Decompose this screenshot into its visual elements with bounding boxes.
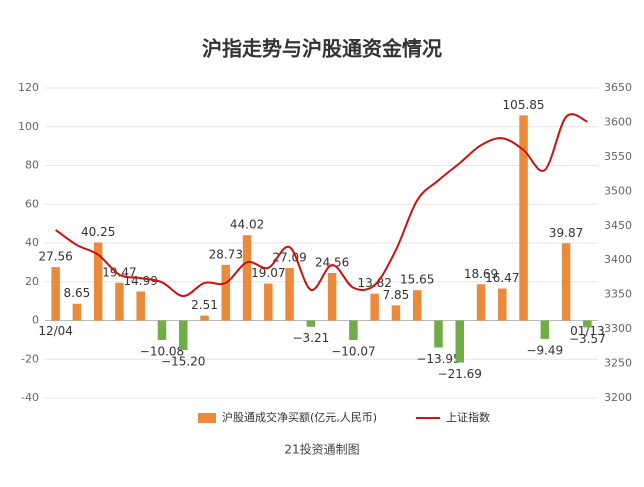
y-tick-label: -40 (21, 391, 39, 404)
data-label: 15.65 (400, 273, 434, 287)
data-label: 13.82 (357, 276, 391, 290)
bar (370, 293, 379, 321)
data-label: −15.20 (161, 354, 205, 368)
bar (540, 320, 550, 339)
data-label: 39.87 (549, 226, 583, 240)
data-label: 105.85 (503, 98, 545, 112)
chart-title: 沪指走势与沪股通资金情况 (202, 37, 442, 61)
source: 21投资通制图 (284, 442, 359, 457)
bar (285, 268, 294, 321)
data-label: −10.08 (140, 345, 184, 359)
data-label: 44.02 (230, 218, 264, 232)
bar (519, 115, 528, 321)
y-tick-label: 0 (32, 314, 39, 327)
bar (51, 267, 60, 321)
data-label: 2.51 (191, 298, 218, 312)
y-tick-label: -20 (21, 352, 39, 365)
bar (221, 264, 231, 321)
bar (157, 320, 167, 341)
y2-tick-label: 3300 (604, 322, 632, 335)
data-label: 19.47 (102, 265, 136, 279)
y-tick-label: 100 (18, 120, 39, 133)
y2-tick-label: 3200 (604, 391, 632, 404)
data-label: 27.56 (38, 250, 72, 264)
data-label: 16.47 (485, 271, 519, 285)
bar (136, 291, 145, 321)
data-label: −3.57 (569, 332, 606, 346)
data-label: 18.69 (464, 267, 498, 281)
y2-tick-label: 3550 (604, 150, 632, 163)
bar (455, 320, 465, 363)
y2-tick-label: 3450 (604, 219, 632, 232)
data-label: −9.49 (526, 343, 563, 357)
y2-tick-label: 3600 (604, 115, 632, 128)
y2-tick-label: 3650 (604, 81, 632, 94)
data-label: 40.25 (81, 225, 115, 239)
bar (349, 320, 358, 341)
y-tick-label: 40 (25, 236, 39, 249)
bar (498, 288, 507, 321)
data-label: −3.21 (292, 331, 329, 345)
x-tick-label: 01/13 (570, 324, 605, 338)
legend-label: 上证指数 (446, 410, 490, 424)
bar (391, 305, 401, 321)
bar (306, 320, 316, 327)
bar (583, 320, 592, 328)
bar (264, 283, 273, 321)
data-label: −13.95 (416, 352, 460, 366)
bar (242, 235, 252, 321)
bar (561, 243, 571, 321)
y2-tick-label: 3400 (604, 253, 632, 266)
bar (93, 242, 103, 321)
y-tick-label: 20 (25, 275, 39, 288)
data-label: −21.69 (438, 367, 482, 381)
y-tick-label: 60 (25, 197, 39, 210)
y2-tick-label: 3250 (604, 357, 632, 370)
y2-tick-label: 3350 (604, 288, 632, 301)
data-label: 8.65 (64, 286, 91, 300)
bar (115, 282, 124, 321)
data-label: 28.73 (209, 247, 243, 261)
data-label: 7.85 (383, 288, 410, 302)
bar (72, 303, 82, 321)
y-tick-label: 80 (25, 159, 39, 172)
bar (200, 315, 209, 321)
legend-label: 沪股通成交净买额(亿元,人民币) (222, 410, 377, 424)
bar (327, 272, 337, 321)
x-tick-label: 12/04 (38, 324, 73, 338)
data-label: 19.07 (251, 266, 285, 280)
y2-tick-label: 3500 (604, 184, 632, 197)
bar (476, 284, 486, 321)
y-tick-label: 120 (18, 81, 39, 94)
legend-swatch (198, 413, 216, 423)
data-label: 24.56 (315, 255, 349, 269)
line (55, 113, 588, 298)
data-label: 14.99 (124, 274, 158, 288)
bar (434, 320, 443, 348)
bar (412, 290, 422, 321)
bar (178, 320, 188, 350)
data-label: −10.07 (331, 345, 375, 359)
